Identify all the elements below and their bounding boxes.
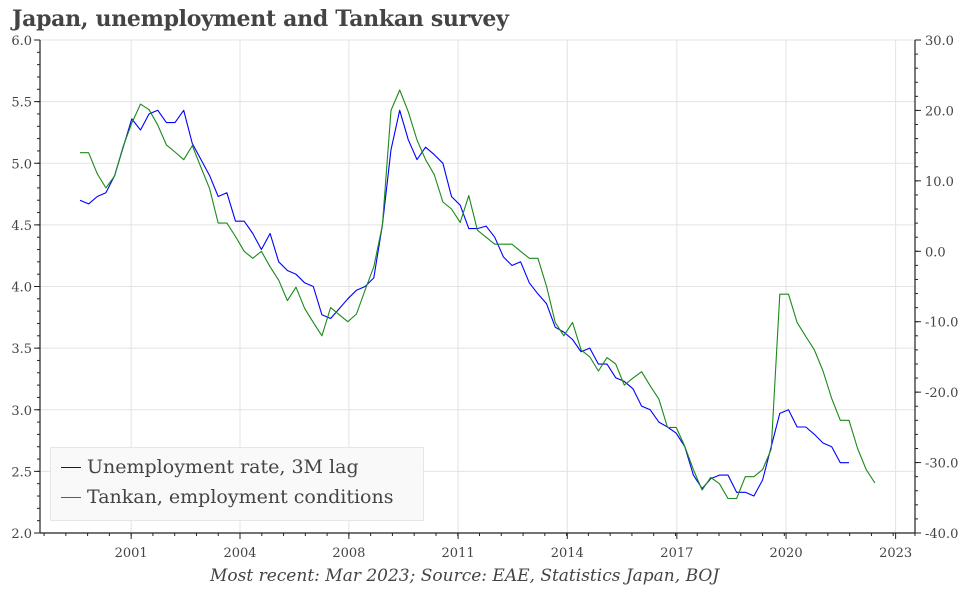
legend-swatch-unemployment: [61, 466, 81, 468]
axes: 2.0 2.5 3.0 3.5 4.0 4.5 5.0 5.5 6.0 -40.0 -30.0 -20…: [11, 34, 958, 561]
y-left-tick-label: 5.0: [11, 157, 32, 172]
y-left-tick-label: 2.5: [11, 465, 32, 480]
y-right-tick-label: 10.0: [925, 175, 954, 190]
legend-item-unemployment: Unemployment rate, 3M lag: [61, 456, 359, 478]
chart-title: Japan, unemployment and Tankan survey: [12, 6, 509, 32]
y-right-tick-label: -30.0: [925, 457, 958, 472]
y-left-tick-label: 2.0: [11, 527, 32, 542]
y-right-tick-label: -20.0: [925, 386, 958, 401]
y-right-tick-label: 30.0: [925, 34, 954, 49]
y-left-tick-label: 4.0: [11, 281, 32, 296]
x-tick-label: 2004: [223, 546, 256, 561]
x-tick-label: 2001: [115, 546, 148, 561]
tankan-employment-line: [80, 89, 876, 500]
y-right-tick-label: 0.0: [925, 245, 946, 260]
y-left-tick-label: 3.5: [11, 342, 32, 357]
series-lines: [79, 89, 876, 500]
y-right-tick-label: -10.0: [925, 316, 958, 331]
y-left-tick-label: 4.5: [11, 219, 32, 234]
y-right-tick-label: -40.0: [925, 527, 958, 542]
legend-label: Tankan, employment conditions: [87, 486, 394, 508]
y-right-tick-label: 20.0: [925, 104, 954, 119]
x-tick-label: 2014: [551, 546, 584, 561]
legend: Unemployment rate, 3M lag Tankan, employ…: [50, 447, 424, 521]
legend-item-tankan: Tankan, employment conditions: [61, 486, 393, 508]
x-tick-label: 2011: [442, 546, 475, 561]
legend-label: Unemployment rate, 3M lag: [87, 456, 359, 478]
y-left-tick-label: 3.0: [11, 404, 32, 419]
x-tick-label: 2008: [332, 546, 365, 561]
x-tick-label: 2023: [879, 546, 912, 561]
x-tick-label: 2017: [660, 546, 693, 561]
unemployment-rate-line: [79, 109, 849, 497]
legend-swatch-tankan: [61, 496, 81, 498]
source-footnote: Most recent: Mar 2023; Source: EAE, Stat…: [210, 566, 720, 586]
y-left-tick-label: 6.0: [11, 34, 32, 49]
x-tick-label: 2020: [770, 546, 803, 561]
y-left-tick-label: 5.5: [11, 96, 32, 111]
